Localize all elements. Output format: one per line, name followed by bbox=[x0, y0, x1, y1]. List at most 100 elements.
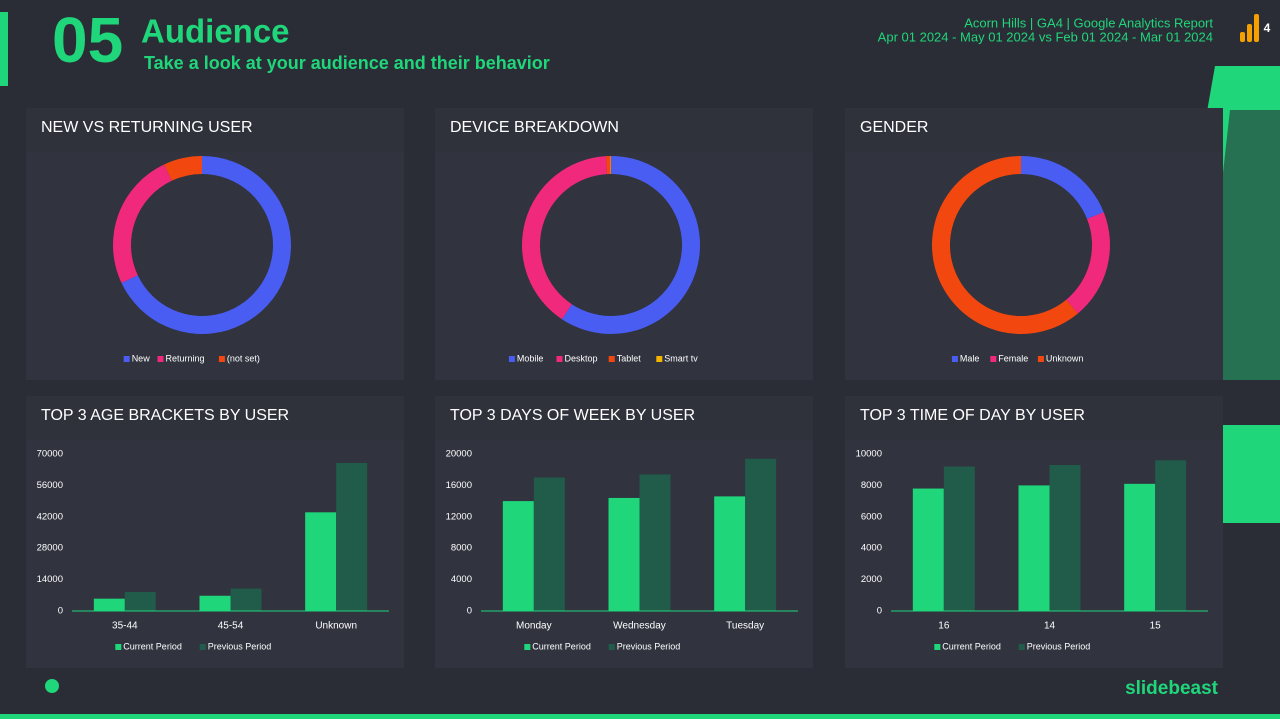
y-tick-label: 16000 bbox=[446, 480, 472, 491]
footer-dot bbox=[45, 679, 59, 693]
legend-label: Mobile bbox=[517, 353, 544, 363]
legend-label: Current Period bbox=[942, 641, 1001, 651]
legend-label: Current Period bbox=[123, 641, 182, 651]
legend-label: Tablet bbox=[617, 353, 642, 363]
y-tick-label: 12000 bbox=[446, 511, 472, 522]
x-tick-label: Tuesday bbox=[726, 621, 764, 632]
section-number: 05 bbox=[52, 4, 123, 76]
legend-label: New bbox=[132, 353, 151, 363]
legend-swatch bbox=[934, 644, 941, 650]
legend-swatch bbox=[508, 356, 515, 362]
legend-label: Male bbox=[960, 353, 980, 363]
panel-header bbox=[435, 396, 813, 440]
report-name: Acorn Hills | GA4 | Google Analytics Rep… bbox=[964, 15, 1213, 30]
legend-label: Previous Period bbox=[1027, 641, 1091, 651]
bar bbox=[745, 458, 777, 611]
bar bbox=[533, 477, 565, 611]
bar bbox=[124, 591, 156, 611]
y-tick-label: 2000 bbox=[861, 574, 882, 585]
y-tick-label: 8000 bbox=[861, 480, 882, 491]
bar bbox=[199, 595, 231, 611]
x-tick-label: 15 bbox=[1150, 621, 1162, 632]
x-tick-label: 16 bbox=[938, 621, 950, 632]
legend-label: (not set) bbox=[227, 353, 260, 363]
y-tick-label: 56000 bbox=[37, 480, 63, 491]
logo bbox=[1247, 24, 1252, 42]
bar bbox=[639, 474, 671, 611]
legend-swatch bbox=[1018, 644, 1025, 650]
legend-swatch bbox=[608, 356, 615, 362]
y-tick-label: 42000 bbox=[37, 511, 63, 522]
chart-title: GENDER bbox=[860, 119, 928, 136]
donut-slice bbox=[521, 156, 607, 320]
x-tick-label: Unknown bbox=[315, 621, 357, 632]
legend-swatch bbox=[990, 356, 997, 362]
y-tick-label: 28000 bbox=[37, 543, 63, 554]
panel bbox=[435, 108, 813, 380]
legend-label: Previous Period bbox=[617, 641, 681, 651]
chart-title: TOP 3 DAYS OF WEEK BY USER bbox=[450, 407, 695, 424]
y-tick-label: 8000 bbox=[451, 543, 472, 554]
panel-header bbox=[845, 396, 1223, 440]
bar bbox=[912, 488, 944, 611]
y-tick-label: 0 bbox=[58, 606, 63, 617]
x-tick-label: Wednesday bbox=[613, 621, 666, 632]
y-tick-label: 70000 bbox=[37, 449, 63, 460]
donut-slice bbox=[1066, 212, 1110, 314]
bar bbox=[943, 466, 975, 611]
donut-slice bbox=[1021, 156, 1104, 219]
legend-swatch bbox=[524, 644, 531, 650]
brand: slidebeast bbox=[1125, 678, 1219, 699]
chart-title: TOP 3 AGE BRACKETS BY USER bbox=[41, 407, 289, 424]
decor-shape bbox=[1222, 425, 1280, 523]
legend-swatch bbox=[157, 356, 164, 362]
legend-swatch bbox=[218, 356, 225, 362]
legend-label: Previous Period bbox=[208, 641, 272, 651]
footer-line bbox=[0, 714, 1280, 719]
bar bbox=[230, 588, 262, 611]
bar bbox=[502, 501, 534, 611]
legend-swatch bbox=[556, 356, 563, 362]
donut-slice bbox=[605, 156, 611, 175]
donut-slice bbox=[164, 156, 202, 181]
bar bbox=[336, 462, 368, 611]
y-tick-label: 14000 bbox=[37, 574, 63, 585]
legend-swatch bbox=[199, 644, 206, 650]
bar bbox=[1155, 460, 1187, 611]
bar bbox=[714, 496, 746, 611]
bar bbox=[1124, 483, 1156, 611]
x-tick-label: 45-54 bbox=[218, 621, 244, 632]
chart-title: NEW VS RETURNING USER bbox=[41, 119, 253, 136]
chart-title: TOP 3 TIME OF DAY BY USER bbox=[860, 407, 1085, 424]
legend-swatch bbox=[951, 356, 958, 362]
y-tick-label: 10000 bbox=[856, 449, 882, 460]
panel-header bbox=[845, 108, 1223, 152]
panel-header bbox=[26, 108, 404, 152]
bar bbox=[93, 598, 125, 611]
panel-header bbox=[435, 108, 813, 152]
y-tick-label: 0 bbox=[467, 606, 472, 617]
panel bbox=[26, 108, 404, 380]
legend-label: Desktop bbox=[565, 353, 598, 363]
bar bbox=[1018, 485, 1050, 611]
legend-label: Unknown bbox=[1046, 353, 1084, 363]
bar bbox=[305, 512, 337, 611]
legend-label: Female bbox=[998, 353, 1028, 363]
chart-title: DEVICE BREAKDOWN bbox=[450, 119, 619, 136]
legend-label: Smart tv bbox=[664, 353, 698, 363]
legend-swatch bbox=[1037, 356, 1044, 362]
donut-slice bbox=[610, 156, 611, 175]
legend-swatch bbox=[608, 644, 615, 650]
report-dates: Apr 01 2024 - May 01 2024 vs Feb 01 2024… bbox=[878, 29, 1213, 44]
legend-swatch bbox=[115, 644, 122, 650]
x-tick-label: 35-44 bbox=[112, 621, 138, 632]
y-tick-label: 6000 bbox=[861, 511, 882, 522]
donut-slice bbox=[561, 156, 701, 334]
section-title: Audience bbox=[141, 13, 290, 50]
y-tick-label: 20000 bbox=[446, 449, 472, 460]
page-number: 4 bbox=[1264, 21, 1271, 35]
bar bbox=[608, 497, 640, 611]
y-tick-label: 4000 bbox=[861, 543, 882, 554]
